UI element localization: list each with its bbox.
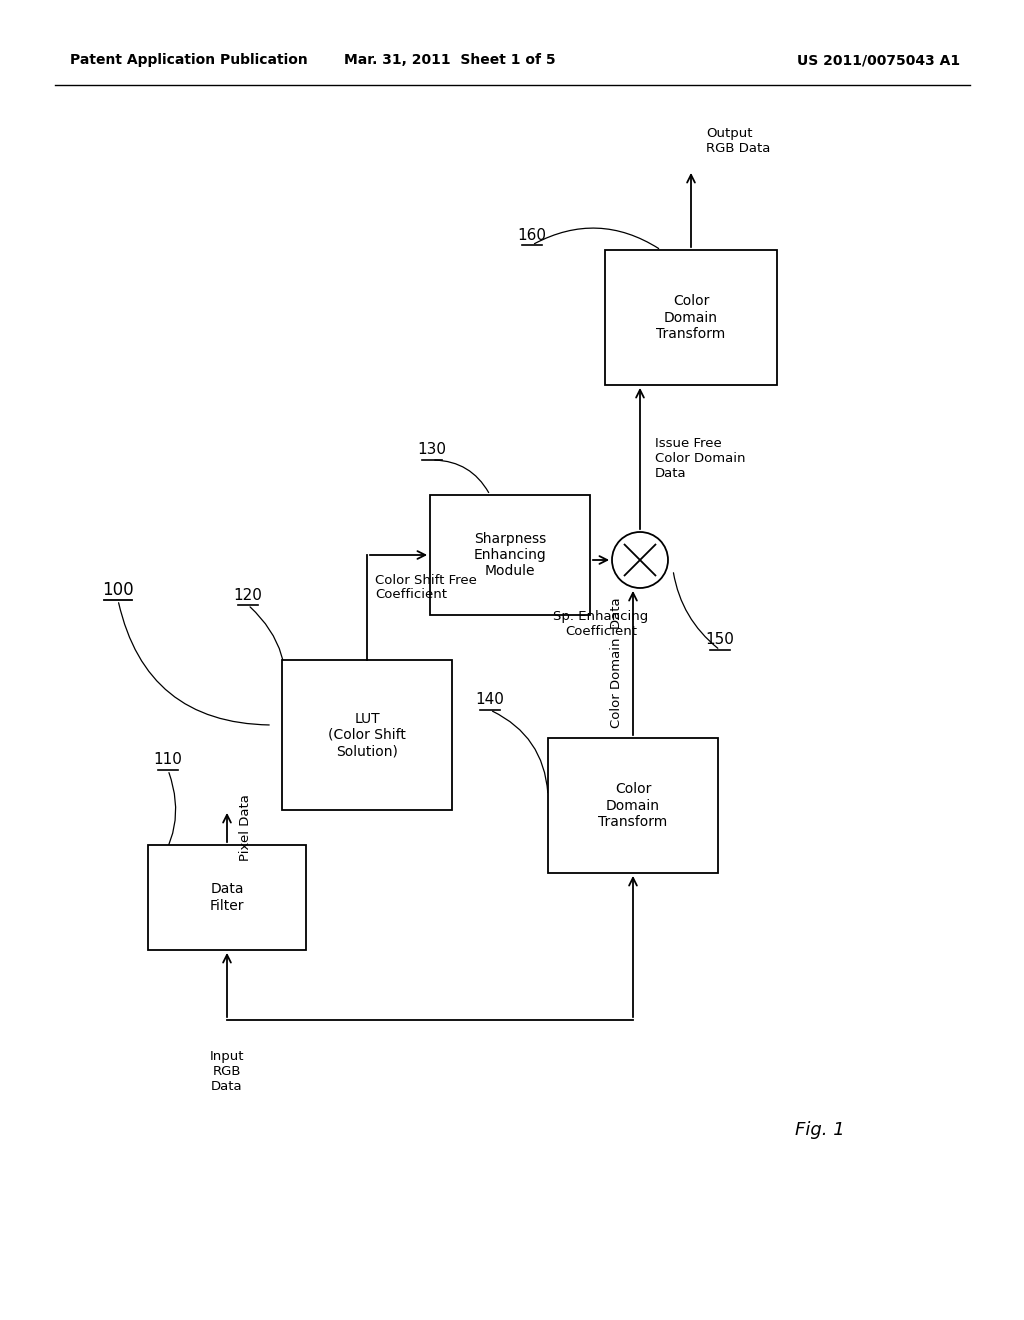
Text: Color
Domain
Transform: Color Domain Transform — [598, 783, 668, 829]
Text: Issue Free
Color Domain
Data: Issue Free Color Domain Data — [655, 437, 745, 480]
Text: Patent Application Publication: Patent Application Publication — [70, 53, 308, 67]
Text: Color Shift Free
Coefficient: Color Shift Free Coefficient — [375, 573, 477, 602]
Text: 100: 100 — [102, 581, 134, 599]
Text: 130: 130 — [418, 442, 446, 458]
Text: US 2011/0075043 A1: US 2011/0075043 A1 — [797, 53, 961, 67]
Text: Data
Filter: Data Filter — [210, 882, 245, 912]
Bar — [282, 660, 452, 810]
Text: Input
RGB
Data: Input RGB Data — [210, 1049, 245, 1093]
Text: Sp. Enhancing
Coefficient: Sp. Enhancing Coefficient — [553, 610, 648, 638]
Bar — [430, 495, 590, 615]
Text: Sharpness
Enhancing
Module: Sharpness Enhancing Module — [474, 532, 547, 578]
Bar — [605, 249, 777, 385]
Text: Color Domain  Data: Color Domain Data — [610, 598, 623, 729]
Text: Fig. 1: Fig. 1 — [795, 1121, 845, 1139]
Text: Mar. 31, 2011  Sheet 1 of 5: Mar. 31, 2011 Sheet 1 of 5 — [344, 53, 556, 67]
Text: Color
Domain
Transform: Color Domain Transform — [656, 294, 726, 341]
Text: 110: 110 — [154, 752, 182, 767]
Text: 140: 140 — [475, 693, 505, 708]
Bar — [148, 845, 306, 950]
Text: 120: 120 — [233, 587, 262, 602]
Text: LUT
(Color Shift
Solution): LUT (Color Shift Solution) — [328, 711, 406, 758]
Circle shape — [612, 532, 668, 587]
Text: Output
RGB Data: Output RGB Data — [706, 127, 770, 154]
Bar — [548, 738, 718, 873]
Text: Pixel Data: Pixel Data — [239, 795, 252, 861]
Text: 160: 160 — [517, 227, 547, 243]
Text: 150: 150 — [706, 632, 734, 648]
